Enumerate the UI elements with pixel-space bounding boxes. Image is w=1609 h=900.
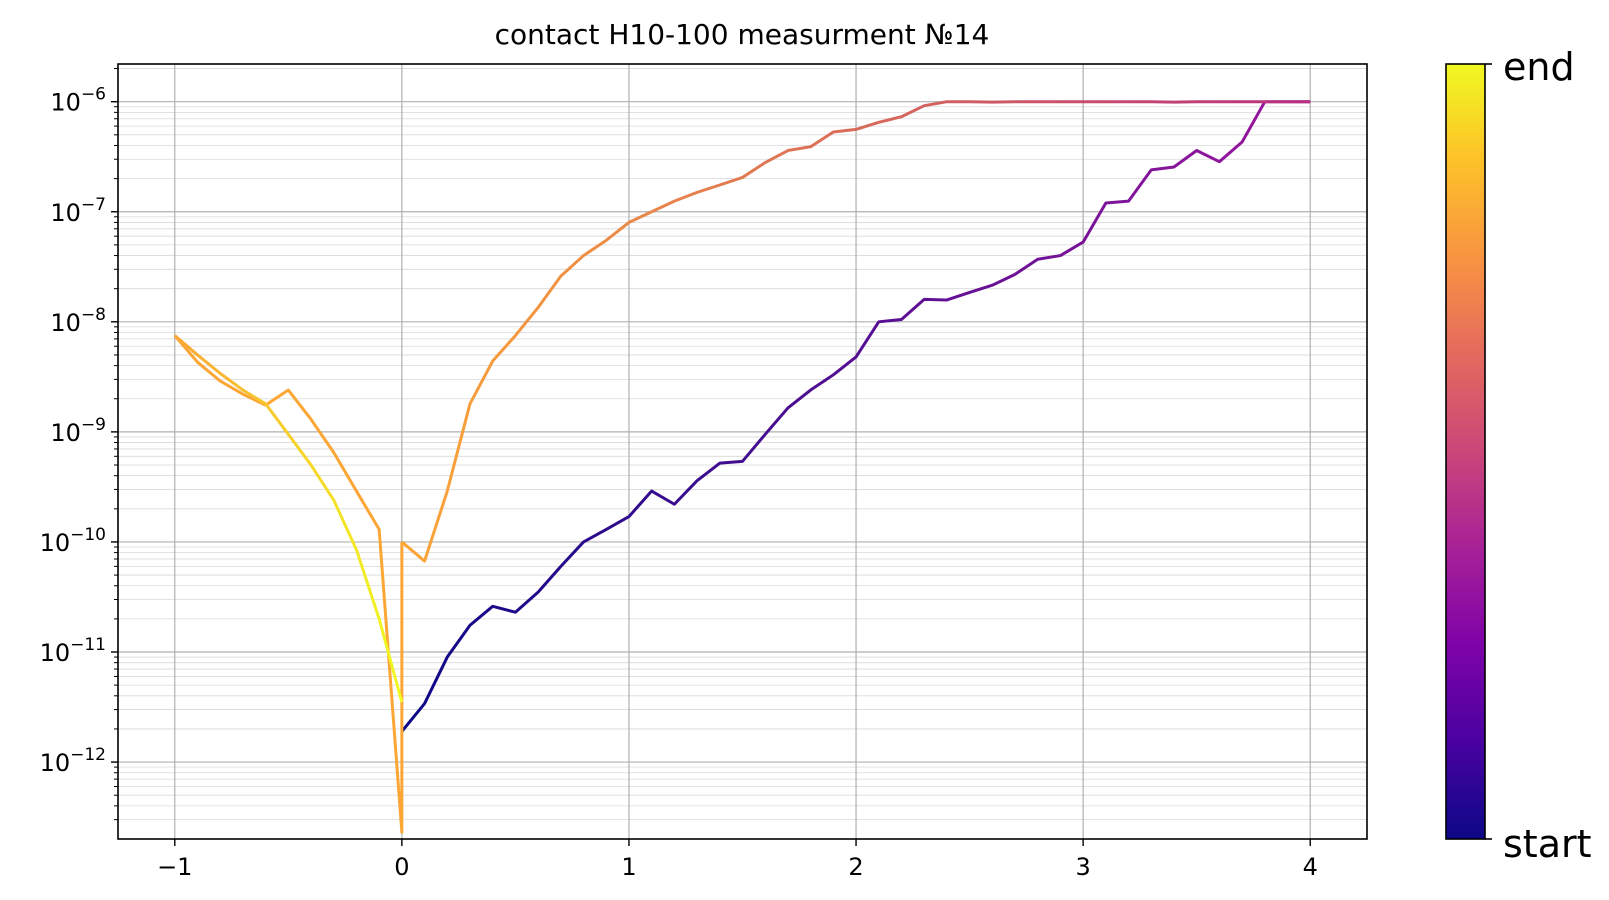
x-tick-label: 2	[848, 853, 863, 881]
series-line	[400, 100, 1311, 733]
series-line	[173, 334, 404, 834]
y-tick-label: 10−8	[50, 305, 106, 337]
y-tick-label: 10−9	[50, 415, 106, 447]
x-tick-label: 1	[621, 853, 636, 881]
chart-title: contact H10-100 measurment №14	[495, 18, 990, 51]
x-tick-label: −1	[157, 853, 192, 881]
x-tick-label: 4	[1303, 853, 1318, 881]
series-line	[173, 334, 404, 703]
major-gridlines	[118, 64, 1367, 839]
minor-gridlines	[118, 68, 1367, 821]
x-axis-ticks: −1 0 1 2 3 4	[157, 839, 1318, 881]
y-axis-ticks: 10−12 10−11 10−10 10−9 10−8 10−7 10−6	[40, 68, 118, 821]
colorbar-label-start: start	[1503, 822, 1592, 866]
plot-frame	[117, 63, 1368, 840]
x-tick-label: 3	[1075, 853, 1090, 881]
y-tick-label: 10−6	[50, 85, 106, 117]
colorbar	[1445, 63, 1486, 840]
y-tick-label: 10−10	[40, 525, 106, 557]
colorbar-label-end: end	[1503, 45, 1575, 89]
series-line	[400, 100, 1311, 563]
y-tick-label: 10−7	[50, 195, 106, 227]
y-tick-label: 10−11	[40, 635, 106, 667]
plot-series	[173, 100, 1311, 834]
y-tick-label: 10−12	[40, 745, 106, 777]
x-tick-label: 0	[394, 853, 409, 881]
